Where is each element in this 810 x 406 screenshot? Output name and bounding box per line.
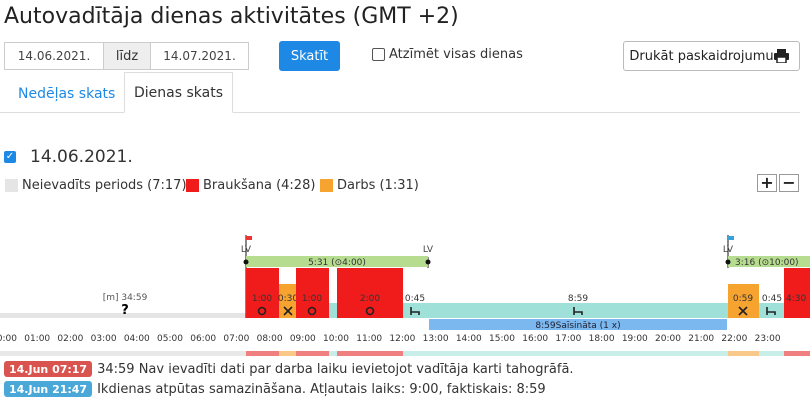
driving-block [784, 268, 810, 318]
hour-label: 01:00 [24, 334, 50, 344]
legend-swatch [186, 179, 199, 192]
icons [257, 306, 776, 316]
country: LV [241, 245, 252, 255]
block-label: 1:00 [302, 294, 322, 304]
hour-label: 08:00 [257, 334, 283, 344]
view-button[interactable]: Skatīt [279, 41, 340, 71]
day-date: 14.06.2021. [30, 147, 133, 167]
alert: 14.Jun 07:17 34:59 Nav ievadīti dati par… [4, 361, 574, 377]
shift-label: 5:31 (⊙4:00) [308, 258, 366, 268]
rest-block [403, 303, 428, 318]
block-label: 0:59 [733, 294, 753, 304]
hour-label: 12:00 [389, 334, 415, 344]
hour-label: 22:00 [721, 334, 747, 344]
mark-all-checkbox[interactable] [372, 48, 385, 61]
unknown-period [0, 313, 246, 318]
hour-label: 00:00 [0, 334, 17, 344]
date-from[interactable]: 14.06.2021. [4, 42, 104, 70]
unknown-icon: ? [121, 303, 129, 318]
summary-strip [0, 351, 810, 356]
country: LV [423, 245, 434, 255]
rest-block [428, 303, 728, 318]
flag [728, 236, 734, 240]
hour-label: 04:00 [124, 334, 150, 344]
tab-line [0, 112, 800, 113]
hour-label: 06:00 [190, 334, 216, 344]
legend-label: Braukšana (4:28) [203, 178, 316, 193]
alert-text: Ikdienas atpūtas samazināšana. Atļautais… [97, 381, 546, 397]
hour-label: 20:00 [655, 334, 681, 344]
hour-label: 15:00 [489, 334, 515, 344]
shift-bar [246, 256, 428, 267]
hour-label: 11:00 [356, 334, 382, 344]
block-label: 0:30 [278, 294, 298, 304]
hour-label: 02:00 [57, 334, 83, 344]
tab-day[interactable]: Dienas skats [124, 72, 233, 113]
hour-label: 03:00 [91, 334, 117, 344]
zoom-in[interactable]: + [757, 174, 777, 192]
hour-label: 19:00 [622, 334, 648, 344]
alert-time: 14.Jun 07:17 [4, 361, 93, 377]
print-icon [774, 49, 789, 63]
hour-label: 09:00 [290, 334, 316, 344]
block-label: 0:45 [762, 294, 782, 304]
page-title: Autovadītāja dienas aktivitātes (GMT +2) [4, 4, 459, 29]
block-label: 4:30 [786, 294, 806, 304]
hour-label: 07:00 [223, 334, 249, 344]
hour-label: 10:00 [323, 334, 349, 344]
date-to[interactable]: 14.07.2021. [150, 42, 249, 70]
print-label: Drukāt paskaidrojumu [629, 48, 774, 64]
driving-block [246, 268, 279, 318]
driving-block [337, 268, 403, 318]
separator: līdz [103, 42, 151, 70]
hour-label: 14:00 [456, 334, 482, 344]
block-label: 1:00 [252, 294, 272, 304]
flag [246, 236, 252, 240]
rest-block [329, 303, 337, 318]
rest-block [759, 303, 784, 318]
legend-label: Darbs (1:31) [337, 178, 419, 193]
timeline: [m] 34:59 ? LV LV LV 5:31 (⊙4:00) 3:16 (… [0, 235, 810, 356]
linked-bar [429, 319, 727, 330]
hour-label: 16:00 [522, 334, 548, 344]
alert: 14.Jun 21:47 Ikdienas atpūtas samazināša… [4, 381, 546, 397]
hour-label: 18:00 [589, 334, 615, 344]
legend-swatch [5, 179, 18, 192]
block-label: 0:45 [405, 294, 425, 304]
hour-label: 05:00 [157, 334, 183, 344]
block-label: 8:59 [568, 294, 588, 304]
linked-label: 8:59Saīsināta (1 x) [535, 321, 620, 331]
legend-swatch [320, 179, 333, 192]
tab-week[interactable]: Nedēļas skats [18, 86, 116, 102]
day-checkbox[interactable]: ✓ [4, 151, 16, 163]
block-label: 2:00 [360, 294, 380, 304]
hour-label: 13:00 [423, 334, 449, 344]
work-block [279, 284, 296, 318]
zoom-out[interactable]: − [779, 174, 799, 192]
driving-block [296, 268, 329, 318]
alert-text: 34:59 Nav ievadīti dati par darba laiku … [97, 361, 574, 377]
hour-label: 23:00 [755, 334, 781, 344]
shift-bar [728, 256, 810, 267]
alert-time: 14.Jun 21:47 [4, 381, 93, 397]
hour-label: 17:00 [555, 334, 581, 344]
unknown-label: [m] 34:59 [103, 293, 148, 303]
shift-label: 3:16 (⊙10:00) [735, 258, 799, 268]
legend-label: Neievadīts periods (7:17) [22, 178, 187, 193]
country: LV [723, 245, 734, 255]
mark-all-label[interactable]: Atzīmēt visas dienas [389, 47, 523, 62]
hour-label: 21:00 [688, 334, 714, 344]
print-button[interactable]: Drukāt paskaidrojumu [623, 41, 800, 71]
